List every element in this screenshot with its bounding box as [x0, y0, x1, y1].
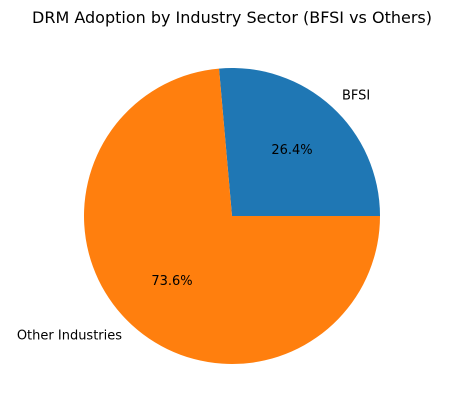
pie-labels: 26.4% BFSI 73.6% Other Industries: [17, 88, 370, 343]
pie-slice-other-industries: [84, 68, 381, 364]
pie-slice-bfsi: [218, 68, 380, 216]
chart-title: DRM Adoption by Industry Sector (BFSI vs…: [32, 8, 432, 27]
pie-pct-label: 73.6%: [151, 274, 192, 289]
pie-category-label: BFSI: [342, 88, 370, 103]
pie-pct-label: 26.4%: [271, 143, 312, 158]
pie-slices: [84, 68, 381, 364]
pie-category-label: Other Industries: [17, 329, 122, 344]
